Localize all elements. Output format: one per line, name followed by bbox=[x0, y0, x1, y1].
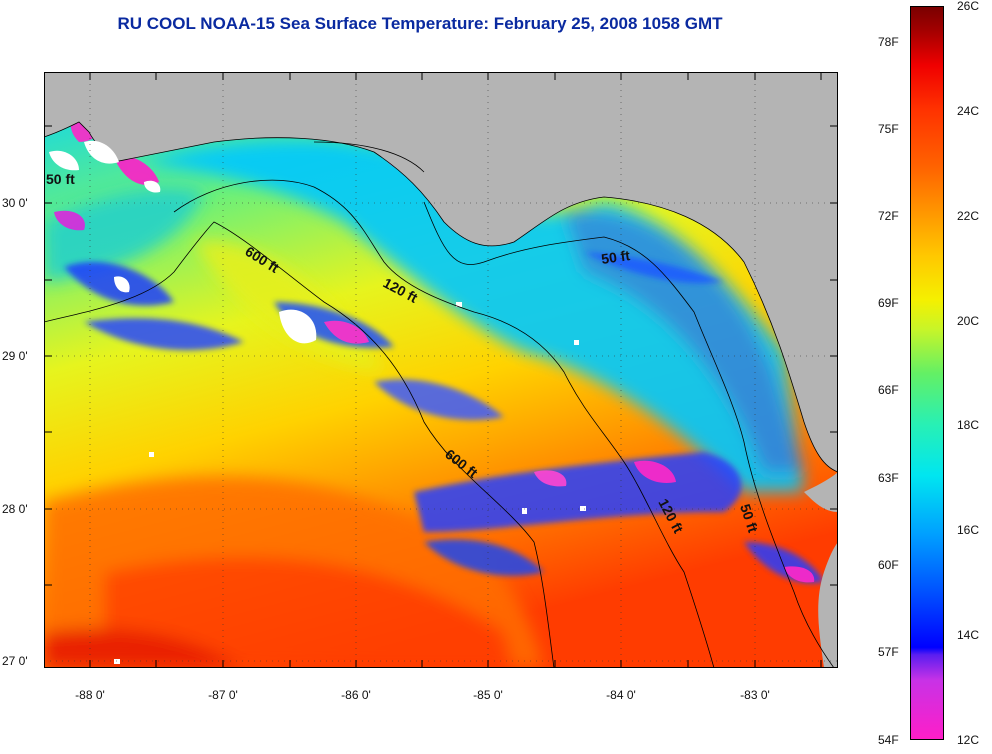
colorbar-f-60: 60F bbox=[878, 558, 899, 572]
colorbar-c-12: 12C bbox=[957, 733, 980, 747]
contour-label-50ft-east: 50 ft bbox=[600, 247, 631, 267]
colorbar-c-26: 26C bbox=[957, 0, 980, 13]
colorbar-c-24: 24C bbox=[957, 104, 980, 118]
lon-label-87: -87 0' bbox=[208, 688, 238, 702]
colorbar-c-16: 16C bbox=[957, 523, 980, 537]
temperature-colorbar bbox=[910, 6, 944, 740]
sst-map: 600 ft 120 ft 50 ft 600 ft 120 ft 50 ft … bbox=[44, 72, 838, 668]
lon-label-86: -86 0' bbox=[341, 688, 371, 702]
lat-label-28: 28 0' bbox=[2, 502, 28, 516]
colorbar-f-57: 57F bbox=[878, 645, 899, 659]
colorbar-c-14: 14C bbox=[957, 628, 980, 642]
contour-label-50ft-west: 50 ft bbox=[46, 171, 75, 187]
colorbar-c-20: 20C bbox=[957, 314, 980, 328]
lat-label-29: 29 0' bbox=[2, 349, 28, 363]
colorbar-f-69: 69F bbox=[878, 296, 899, 310]
colorbar-f-78: 78F bbox=[878, 35, 899, 49]
colorbar-c-18: 18C bbox=[957, 418, 980, 432]
lon-label-83: -83 0' bbox=[740, 688, 770, 702]
colorbar-f-63: 63F bbox=[878, 471, 899, 485]
lon-label-88: -88 0' bbox=[75, 688, 105, 702]
colorbar-f-75: 75F bbox=[878, 122, 899, 136]
lon-label-84: -84 0' bbox=[606, 688, 636, 702]
colorbar-f-72: 72F bbox=[878, 209, 899, 223]
colorbar-c-22: 22C bbox=[957, 209, 980, 223]
colorbar-f-54: 54F bbox=[878, 733, 899, 747]
colorbar-f-66: 66F bbox=[878, 383, 899, 397]
lat-label-30: 30 0' bbox=[2, 196, 28, 210]
lon-label-85: -85 0' bbox=[473, 688, 503, 702]
map-title: RU COOL NOAA-15 Sea Surface Temperature:… bbox=[117, 14, 723, 33]
lat-label-27: 27 0' bbox=[2, 654, 28, 668]
